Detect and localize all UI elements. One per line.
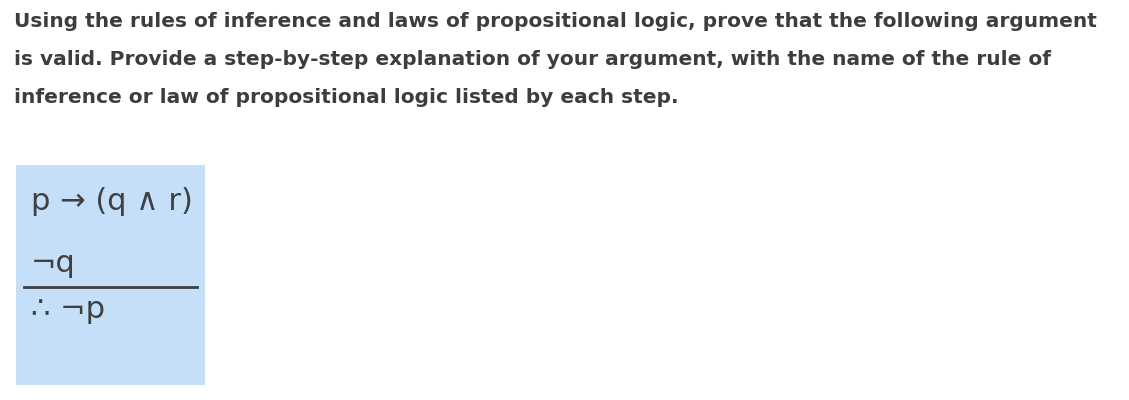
FancyBboxPatch shape	[16, 165, 204, 385]
Text: inference or law of propositional logic listed by each step.: inference or law of propositional logic …	[15, 88, 679, 107]
Text: is valid. Provide a step-by-step explanation of your argument, with the name of : is valid. Provide a step-by-step explana…	[15, 50, 1051, 69]
Text: ¬q: ¬q	[30, 249, 76, 278]
Text: p → (q ∧ r): p → (q ∧ r)	[30, 187, 192, 216]
Text: ∴ ¬p: ∴ ¬p	[30, 295, 105, 324]
Text: Using the rules of inference and laws of propositional logic, prove that the fol: Using the rules of inference and laws of…	[15, 12, 1097, 31]
